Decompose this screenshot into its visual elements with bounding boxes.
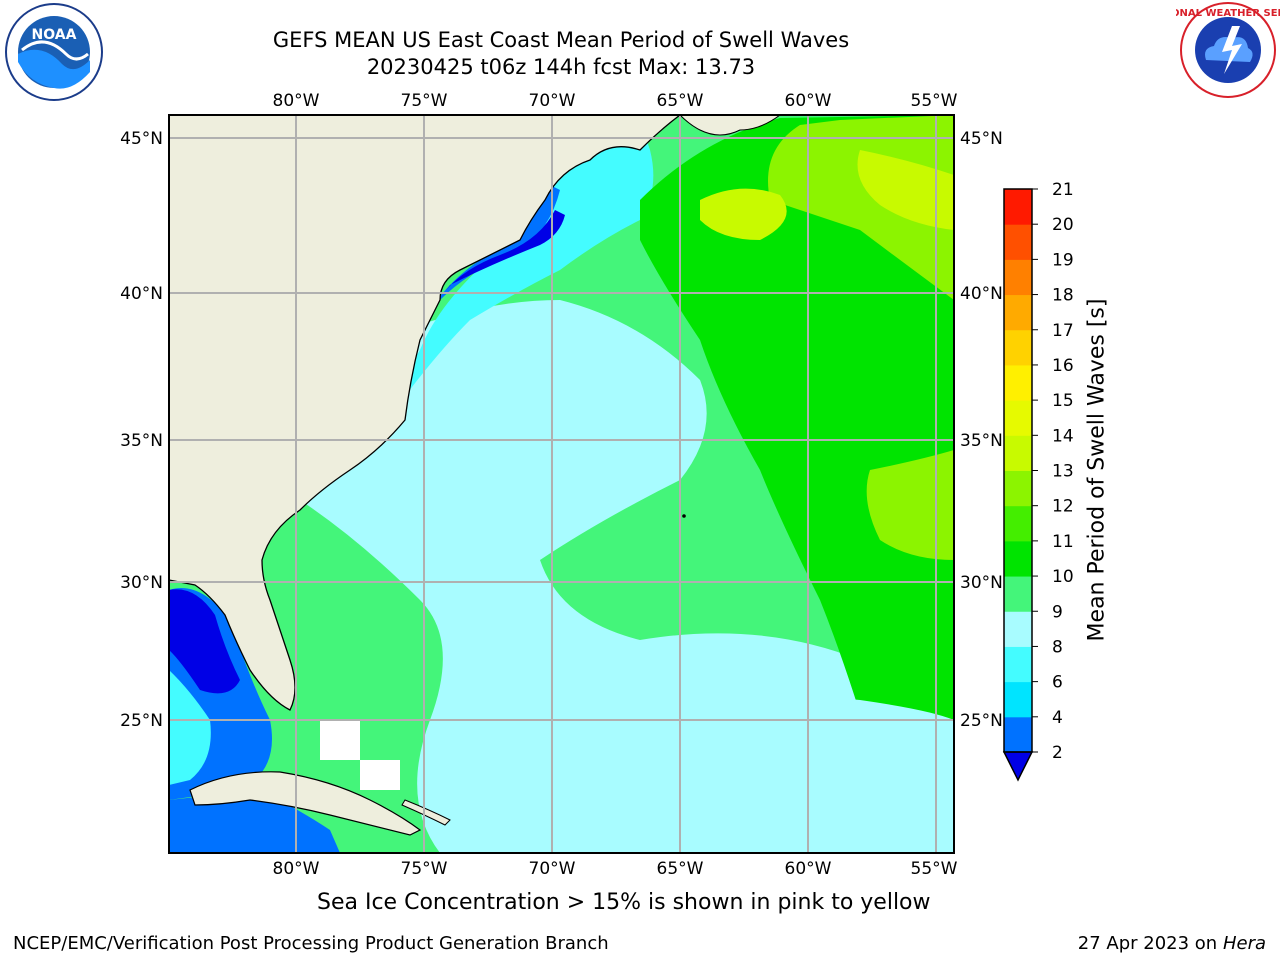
colorbar-segment bbox=[1004, 681, 1032, 718]
map-frame bbox=[168, 114, 955, 854]
colorbar-label: Mean Period of Swell Waves [s] bbox=[1084, 298, 1110, 642]
swell-10s-region bbox=[640, 115, 954, 853]
bermuda-marker bbox=[682, 514, 686, 518]
colorbar-segment bbox=[1004, 716, 1032, 753]
lat-tick-left: 30°N bbox=[120, 573, 163, 593]
colorbar-tick-label: 17 bbox=[1052, 321, 1074, 341]
lat-tick-right: 35°N bbox=[960, 431, 1003, 451]
colorbar-segment bbox=[1004, 189, 1032, 225]
noaa-logo-text: NOAA bbox=[32, 27, 77, 43]
lat-tick-left: 35°N bbox=[120, 431, 163, 451]
colorbar-segment bbox=[1004, 611, 1032, 647]
maritime-land bbox=[679, 115, 781, 136]
cuba-land bbox=[189, 771, 422, 836]
lon-tick-top: 70°W bbox=[529, 91, 576, 111]
lat-tick-right: 45°N bbox=[960, 129, 1003, 149]
lon-tick-bottom: 70°W bbox=[529, 859, 576, 879]
lon-tick-bottom: 55°W bbox=[911, 859, 958, 879]
nws-logo-text: NATIONAL WEATHER SERVICE bbox=[1176, 8, 1280, 19]
lat-ticks-left: 45°N 40°N 35°N 30°N 25°N bbox=[120, 129, 163, 731]
lon-tick-top: 80°W bbox=[273, 91, 320, 111]
colorbar-tick-label: 19 bbox=[1052, 250, 1074, 270]
colorbar-tick-label: 11 bbox=[1052, 532, 1074, 552]
lat-tick-left: 45°N bbox=[120, 129, 163, 149]
colorbar-segment bbox=[1004, 364, 1032, 401]
colorbar-tick-label: 18 bbox=[1052, 286, 1074, 306]
lon-tick-bottom: 60°W bbox=[785, 859, 832, 879]
colorbar-segment bbox=[1004, 470, 1032, 507]
lat-tick-left: 40°N bbox=[120, 284, 163, 304]
swell-2s-region bbox=[446, 210, 565, 290]
footer-host: Hera bbox=[1222, 933, 1266, 954]
colorbar-tick-label: 9 bbox=[1052, 602, 1063, 622]
lat-tick-right: 25°N bbox=[960, 711, 1003, 731]
colorbar-tick-label: 12 bbox=[1052, 497, 1074, 517]
lon-tick-bottom: 65°W bbox=[657, 859, 704, 879]
graticule bbox=[169, 115, 954, 853]
swell-13s-region bbox=[700, 188, 787, 240]
lon-tick-bottom: 75°W bbox=[401, 859, 448, 879]
lon-tick-top: 60°W bbox=[785, 91, 832, 111]
colorbar-segment bbox=[1004, 505, 1032, 542]
lon-tick-top: 55°W bbox=[911, 91, 958, 111]
colorbar-segment bbox=[1004, 576, 1032, 612]
caribbean-west-region bbox=[169, 790, 340, 853]
colorbar-tick-label: 2 bbox=[1052, 743, 1063, 763]
colorbar-tick-label: 13 bbox=[1052, 462, 1074, 482]
sea-ice-note: Sea Ice Concentration > 15% is shown in … bbox=[317, 890, 931, 915]
map-subtitle: 20230425 t06z 144h fcst Max: 13.73 bbox=[366, 55, 756, 79]
colorbar-segment bbox=[1004, 400, 1032, 436]
nws-logo: NATIONAL WEATHER SERVICE bbox=[1176, 2, 1280, 98]
colorbar-segment bbox=[1004, 294, 1032, 331]
colorbar-segment bbox=[1004, 259, 1032, 296]
colorbar-tick-label: 14 bbox=[1052, 426, 1074, 446]
colorbar-segment bbox=[1004, 435, 1032, 471]
lon-tick-bottom: 80°W bbox=[273, 859, 320, 879]
gulf-low-region bbox=[169, 589, 240, 694]
noaa-logo: NOAA bbox=[5, 3, 103, 101]
bahamas-mask bbox=[320, 720, 360, 760]
gulf-cyan-region bbox=[169, 670, 211, 785]
colorbar-tick-label: 8 bbox=[1052, 637, 1063, 657]
colorbar-segment bbox=[1004, 646, 1032, 683]
colorbar-tick-label: 16 bbox=[1052, 356, 1074, 376]
lon-ticks-bottom: 80°W 75°W 70°W 65°W 60°W 55°W bbox=[273, 859, 958, 879]
colorbar-tick-label: 6 bbox=[1052, 673, 1063, 693]
colorbar-tick-label: 10 bbox=[1052, 567, 1074, 587]
colorbar-tick-label: 21 bbox=[1052, 180, 1074, 200]
lon-tick-top: 75°W bbox=[401, 91, 448, 111]
lat-tick-right: 40°N bbox=[960, 284, 1003, 304]
swell-12s-region-south bbox=[866, 450, 954, 560]
lon-ticks-top: 80°W 75°W 70°W 65°W 60°W 55°W bbox=[273, 91, 958, 111]
colorbar-segment bbox=[1004, 329, 1032, 366]
lat-tick-right: 30°N bbox=[960, 573, 1003, 593]
bahamas-mask-2 bbox=[360, 760, 400, 790]
colorbar-tick-label: 4 bbox=[1052, 708, 1063, 728]
hispaniola-land bbox=[401, 799, 451, 826]
footer-credit: NCEP/EMC/Verification Post Processing Pr… bbox=[13, 933, 609, 954]
swell-13s-region-east bbox=[857, 150, 954, 230]
map-area bbox=[169, 115, 954, 853]
colorbar-segment bbox=[1004, 224, 1032, 260]
colorbar bbox=[1002, 188, 1034, 782]
lon-tick-top: 65°W bbox=[657, 91, 704, 111]
colorbar-segment bbox=[1004, 540, 1032, 577]
footer-date: 27 Apr 2023 on Hera bbox=[1078, 933, 1266, 954]
map-title: GEFS MEAN US East Coast Mean Period of S… bbox=[272, 28, 850, 52]
colorbar-tick-label: 15 bbox=[1052, 391, 1074, 411]
lat-ticks-right: 45°N 40°N 35°N 30°N 25°N bbox=[960, 129, 1003, 731]
colorbar-extend-triangle bbox=[1002, 751, 1034, 782]
footer-date-text: 27 Apr 2023 on bbox=[1077, 933, 1223, 954]
lat-tick-left: 25°N bbox=[120, 711, 163, 731]
colorbar-ticks: 2 4 6 8 9 10 11 12 13 14 15 16 17 18 19 20 21 bbox=[1032, 180, 1074, 763]
swell-9s-south bbox=[617, 697, 954, 853]
colorbar-tick-label: 20 bbox=[1052, 215, 1074, 235]
